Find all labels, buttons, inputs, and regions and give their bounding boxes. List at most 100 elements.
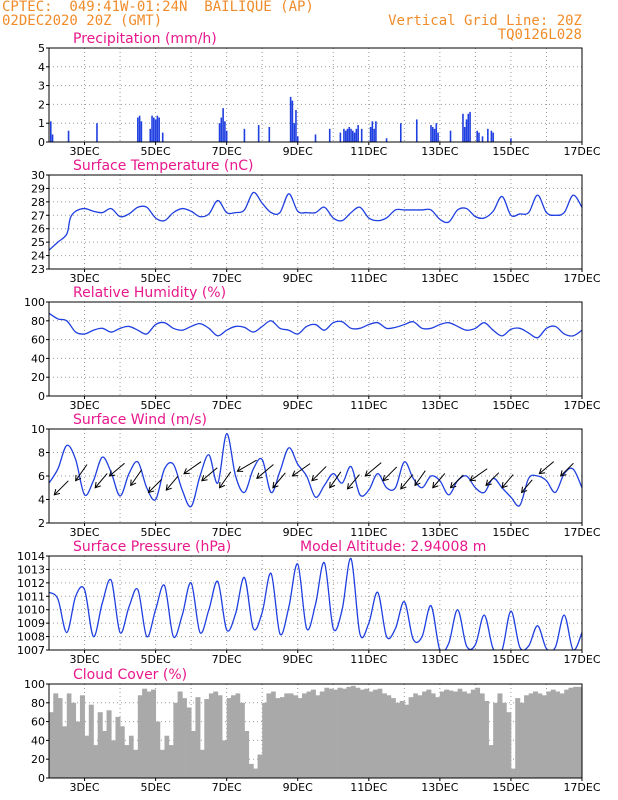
x-tick-label: 15DEC: [492, 526, 529, 539]
precip-bar: [268, 126, 271, 142]
precip-bar: [153, 117, 155, 142]
cloud-bar: [301, 693, 308, 778]
precip-bar: [357, 125, 359, 142]
cloud-bar: [200, 749, 205, 778]
precip-bar: [137, 117, 139, 142]
wind-arrow: [501, 474, 514, 489]
y-tick-label: 2: [38, 98, 45, 111]
cloud-bar: [528, 693, 534, 778]
cloud-bar: [204, 699, 210, 778]
x-tick-label: 11DEC: [350, 653, 387, 666]
x-tick-label: 3DEC: [69, 145, 99, 158]
precip-bar: [478, 132, 480, 142]
x-tick-label: 13DEC: [421, 526, 458, 539]
wind-arrow: [432, 473, 446, 489]
cloud-bar: [293, 695, 299, 778]
x-tick-label: 7DEC: [212, 653, 242, 666]
panel-wind: 2 4 6 8 10 3DEC 5DEC 7DEC 9DEC 11DEC 13DEC 15DEC 17D…: [31, 412, 601, 539]
precip-bar: [487, 128, 489, 142]
cloud-bar: [555, 691, 561, 778]
panel-frame: [48, 428, 583, 524]
precip-bar: [138, 115, 141, 142]
y-tick-label: 28: [31, 196, 45, 209]
x-tick-label: 9DEC: [283, 272, 313, 285]
cloud-bar: [168, 745, 174, 778]
cloud-bar: [466, 693, 472, 778]
header-station: CPTEC: 049:41W-01:24N BAILIQUE (AP): [2, 0, 314, 15]
pres-line: [49, 558, 582, 650]
x-tick-label: 7DEC: [212, 145, 242, 158]
panel-frame: [48, 301, 583, 397]
precip-bar: [154, 119, 157, 142]
wind-arrow: [364, 462, 382, 477]
precip-bar: [371, 121, 374, 142]
y-tick-label: 10: [31, 423, 45, 436]
x-tick-label: 15DEC: [492, 653, 529, 666]
x-tick-label: 13DEC: [421, 399, 458, 412]
cloud-bar: [79, 695, 85, 778]
cloud-bar: [568, 687, 574, 778]
cloud-bar: [461, 691, 467, 778]
x-tick-label: 13DEC: [421, 145, 458, 158]
wind-line: [49, 433, 582, 508]
x-tick-label: 17DEC: [563, 399, 600, 412]
cloud-bar: [84, 735, 90, 778]
cloud-bar: [448, 690, 454, 778]
cloud-bar: [479, 693, 485, 778]
y-tick-label: 1010: [17, 604, 45, 617]
panel-frame: [48, 683, 583, 779]
cloud-bar: [191, 731, 196, 778]
wind-arrow: [236, 459, 257, 472]
x-tick-label: 9DEC: [283, 399, 313, 412]
wind-arrow: [449, 474, 464, 489]
cloud-bar: [506, 712, 512, 778]
header-grid-note: Vertical Grid Line: 20Z: [388, 13, 582, 29]
cloud-bar: [213, 691, 219, 778]
cloud-bar: [346, 686, 352, 778]
precip-bar: [243, 128, 246, 142]
precip-bar: [161, 132, 164, 142]
cloud-bar: [222, 740, 228, 778]
precip-bar: [156, 115, 159, 142]
cloud-bar: [497, 693, 503, 778]
wind-arrow: [201, 467, 218, 482]
precip-bar: [257, 125, 260, 142]
precip-bar: [67, 130, 70, 142]
precip-bar: [399, 123, 402, 142]
y-tick-label: 1014: [17, 550, 45, 563]
cloud-bar: [106, 710, 112, 778]
cloud-bar: [124, 745, 130, 778]
x-tick-label: 3DEC: [69, 399, 99, 412]
wind-arrow: [485, 472, 500, 487]
cloud-bar: [532, 691, 538, 778]
cloud-bar: [319, 691, 325, 778]
cloud-bar: [324, 687, 330, 778]
precip-bar: [149, 128, 152, 142]
cloud-bar: [262, 702, 267, 778]
cloud-bar: [75, 721, 81, 778]
precip-bar: [328, 128, 331, 142]
x-tick-label: 11DEC: [350, 526, 387, 539]
precip-bar: [492, 132, 494, 142]
precip-bar: [352, 130, 354, 142]
panel-title-pres: Surface Pressure (hPa): [73, 539, 231, 555]
precip-bar: [437, 132, 439, 142]
x-tick-label: 11DEC: [350, 272, 387, 285]
x-tick-label: 5DEC: [141, 526, 171, 539]
y-tick-label: 40: [31, 734, 45, 747]
cloud-bar: [62, 726, 68, 778]
cloud-bar: [93, 745, 99, 778]
x-tick-label: 15DEC: [492, 399, 529, 412]
wind-arrow: [219, 471, 232, 489]
cloud-bar: [351, 685, 356, 778]
cloud-bar: [502, 702, 507, 778]
cloud-bar: [253, 768, 258, 778]
cloud-bar: [128, 735, 134, 778]
cloud-bar: [381, 693, 387, 778]
wind-arrow: [311, 466, 327, 482]
cloud-bar: [71, 702, 77, 778]
y-tick-label: 8: [38, 447, 45, 460]
cloud-bar: [422, 691, 427, 778]
cloud-bar: [208, 693, 214, 778]
precip-bar: [289, 96, 292, 142]
